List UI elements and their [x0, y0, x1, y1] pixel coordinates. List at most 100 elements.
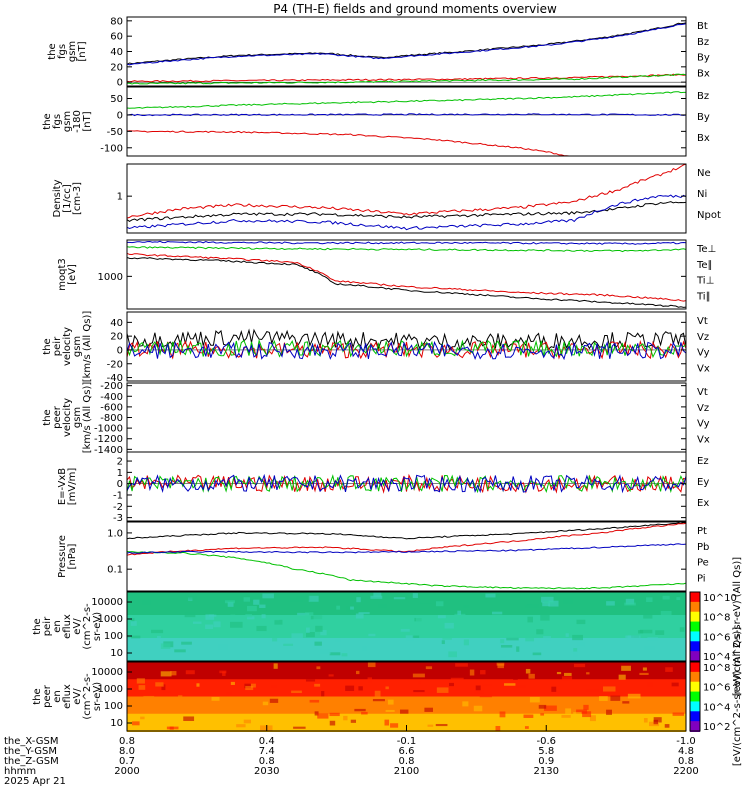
heatmap-cell	[627, 693, 641, 699]
heatmap-cell	[384, 719, 390, 726]
heatmap-cell	[272, 636, 278, 642]
y-axis-label: gsm	[62, 111, 73, 132]
legend-entry: Bx	[697, 133, 710, 144]
x-tick-label: 2200	[673, 766, 698, 777]
heatmap-cell	[373, 592, 382, 597]
y-tick-label: 50	[110, 94, 123, 105]
heatmap-cell	[501, 656, 507, 659]
x-tick-label: 0.8	[399, 756, 415, 767]
x-row-label: the_Y-GSM	[4, 746, 57, 757]
y-axis-label: [nT]	[82, 111, 93, 131]
y-axis-label: (cm^2-s-	[82, 603, 93, 650]
heatmap-cell	[647, 637, 658, 641]
y-tick-label: 10000	[91, 667, 123, 678]
heatmap-cell	[473, 705, 483, 712]
y-axis-label: fgs	[52, 114, 63, 129]
legend-entry: Vy	[697, 348, 710, 359]
y-axis-label: [km/s (All Qs)]	[82, 382, 93, 454]
series-line-Pt	[126, 521, 687, 540]
y-axis-label: the	[32, 618, 43, 634]
heatmap-cell	[250, 683, 256, 688]
legend-entry: By	[697, 112, 710, 123]
heatmap-cell	[130, 621, 137, 626]
heatmap-cell	[183, 716, 195, 721]
x-tick-label: -0.1	[397, 736, 417, 747]
heatmap-cell	[270, 684, 278, 688]
heatmap-cell	[377, 604, 387, 608]
colorbar-segment	[690, 601, 700, 613]
heatmap-cell	[525, 668, 531, 674]
heatmap-cell	[297, 612, 310, 616]
colorbar-segment	[690, 701, 700, 713]
series-line-Pb	[126, 522, 687, 556]
heatmap-cell	[245, 614, 253, 618]
heatmap-cell	[606, 601, 615, 606]
heatmap-cell	[320, 630, 327, 636]
heatmap-cell	[565, 633, 569, 637]
heatmap-cell	[350, 606, 354, 610]
heatmap-cell	[618, 674, 626, 680]
heatmap-cell	[291, 633, 303, 639]
heatmap-cell	[367, 662, 376, 668]
heatmap-cell	[662, 595, 670, 600]
legend-entry: Ni	[697, 189, 707, 200]
legend-entry: Bx	[697, 68, 710, 79]
heatmap-cell	[350, 719, 357, 723]
heatmap-cell	[362, 646, 368, 651]
heatmap-cell	[341, 653, 348, 657]
heatmap-cell	[184, 612, 196, 618]
legend-entry: Ne	[697, 168, 711, 179]
heatmap-cell	[227, 601, 234, 607]
heatmap-cell	[538, 704, 547, 709]
heatmap-cell	[269, 698, 279, 703]
panel-frame	[126, 239, 687, 310]
heatmap-cell	[293, 726, 306, 729]
heatmap-cell	[188, 595, 198, 600]
heatmap-cell	[442, 637, 452, 640]
legend-entry: Npot	[697, 210, 721, 221]
legend-entry: Vz	[697, 332, 709, 343]
series-line-Pe	[126, 551, 687, 590]
heatmap-cell	[314, 683, 321, 687]
y-axis-label: the	[42, 338, 53, 354]
y-tick-label: -20	[107, 359, 123, 370]
y-axis-label: en	[52, 690, 63, 703]
heatmap-cell	[262, 701, 269, 706]
y-axis-label: fgs	[57, 44, 68, 59]
y-axis-label: (cm^2-s-	[82, 673, 93, 720]
legend-entry: Bt	[697, 21, 708, 32]
heatmap-cell	[253, 599, 260, 605]
heatmap-cell	[155, 682, 164, 687]
y-axis-label: E=-VxB	[57, 468, 68, 505]
y-tick-label: -1400	[94, 445, 123, 456]
heatmap-cell	[336, 605, 341, 610]
heatmap-cell	[583, 704, 589, 710]
heatmap-cell	[463, 604, 469, 608]
x-tick-label: 2030	[254, 766, 279, 777]
panel-frame	[126, 591, 687, 662]
y-axis-label: eflux	[62, 684, 73, 709]
heatmap-cell	[230, 614, 236, 618]
heatmap-cell	[286, 615, 291, 620]
heatmap-cell	[358, 686, 363, 691]
heatmap-cell	[528, 673, 535, 679]
heatmap-cell	[621, 665, 631, 671]
heatmap-cell	[273, 663, 278, 669]
heatmap-cell	[436, 687, 449, 693]
y-tick-label: 2	[117, 457, 123, 468]
heatmap-cell	[356, 597, 361, 603]
series-line-Npot	[126, 194, 687, 231]
heatmap-cell	[140, 716, 145, 720]
heatmap-cell	[586, 672, 590, 675]
heatmap-band	[127, 638, 686, 662]
y-tick-label: -2	[113, 502, 123, 513]
panel-4: 40 20 0 -20 -40 Vt Vz Vy Vx the peir velocity gsm [km…	[42, 311, 710, 384]
legend-entry: Ey	[697, 477, 709, 488]
heatmap-cell	[206, 670, 219, 676]
heatmap-cell	[646, 597, 653, 603]
heatmap-cell	[305, 612, 314, 616]
y-tick-label: 80	[110, 16, 123, 27]
series-line-Te∥	[126, 257, 687, 308]
heatmap-cell	[245, 686, 254, 691]
heatmap-cell	[268, 630, 272, 636]
